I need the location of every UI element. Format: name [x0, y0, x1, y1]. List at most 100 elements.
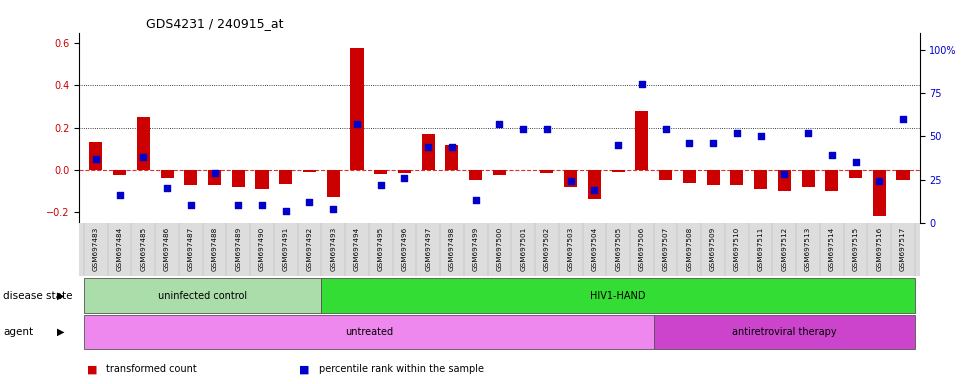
Text: GSM697503: GSM697503	[568, 227, 574, 271]
Point	[611, 142, 626, 148]
Text: ■: ■	[299, 364, 310, 374]
Text: GSM697484: GSM697484	[117, 227, 123, 271]
Bar	[896, 170, 910, 180]
Point	[444, 144, 460, 150]
Bar	[255, 170, 269, 189]
Point	[492, 121, 507, 127]
Point	[112, 192, 128, 198]
Bar	[84, 315, 654, 349]
Text: GSM697500: GSM697500	[497, 227, 502, 271]
Text: GSM697510: GSM697510	[734, 227, 740, 271]
Text: agent: agent	[3, 327, 33, 337]
Text: GSM697497: GSM697497	[425, 227, 431, 271]
Text: disease state: disease state	[3, 291, 72, 301]
Bar	[84, 278, 322, 313]
Text: GSM697506: GSM697506	[639, 227, 645, 271]
Bar	[778, 170, 791, 191]
Point	[350, 121, 365, 127]
Point	[729, 130, 745, 136]
Text: GSM697496: GSM697496	[402, 227, 408, 271]
Text: uninfected control: uninfected control	[158, 291, 247, 301]
Bar	[849, 170, 862, 178]
Point	[301, 199, 317, 205]
Bar	[872, 170, 886, 217]
Bar	[445, 145, 459, 170]
Text: GSM697505: GSM697505	[615, 227, 621, 271]
Text: untreated: untreated	[345, 327, 393, 337]
Point	[634, 81, 649, 88]
Text: GSM697486: GSM697486	[164, 227, 170, 271]
Bar	[540, 170, 554, 173]
Text: GSM697508: GSM697508	[687, 227, 693, 271]
Text: GSM697512: GSM697512	[781, 227, 787, 271]
Point	[468, 197, 483, 204]
Bar	[493, 170, 506, 175]
Text: GSM697488: GSM697488	[212, 227, 217, 271]
Bar	[422, 134, 435, 170]
Text: ▶: ▶	[57, 291, 65, 301]
Point	[159, 185, 175, 191]
Point	[516, 126, 531, 132]
Point	[705, 140, 721, 146]
Bar	[654, 315, 915, 349]
Text: GSM697493: GSM697493	[330, 227, 336, 271]
Point	[777, 171, 792, 177]
Bar	[611, 170, 625, 172]
Bar	[588, 170, 601, 200]
Bar	[137, 117, 150, 170]
Text: GSM697509: GSM697509	[710, 227, 716, 271]
Text: GSM697507: GSM697507	[663, 227, 668, 271]
Text: GSM697514: GSM697514	[829, 227, 835, 271]
Point	[895, 116, 911, 122]
Point	[278, 209, 294, 215]
Bar	[160, 170, 174, 178]
Point	[207, 170, 222, 176]
Text: GSM697485: GSM697485	[140, 227, 146, 271]
Bar	[232, 170, 244, 187]
Text: GSM697517: GSM697517	[900, 227, 906, 271]
Text: HIV1-HAND: HIV1-HAND	[590, 291, 646, 301]
Point	[800, 130, 815, 136]
Point	[682, 140, 697, 146]
Point	[539, 126, 554, 132]
Text: ▶: ▶	[57, 327, 65, 337]
Bar	[636, 111, 648, 170]
Bar	[659, 170, 672, 180]
Bar	[327, 170, 340, 197]
Bar	[89, 142, 102, 170]
Bar	[730, 170, 744, 185]
Text: antiretroviral therapy: antiretroviral therapy	[732, 327, 837, 337]
Text: GSM697491: GSM697491	[283, 227, 289, 271]
Point	[848, 159, 864, 166]
Point	[135, 154, 151, 160]
Bar	[322, 278, 915, 313]
Text: GSM697495: GSM697495	[378, 227, 384, 271]
Bar	[706, 170, 720, 185]
Text: GSM697483: GSM697483	[93, 227, 99, 271]
Text: GSM697494: GSM697494	[354, 227, 360, 271]
Text: GSM697489: GSM697489	[236, 227, 242, 271]
Bar	[683, 170, 696, 183]
Point	[871, 178, 887, 184]
Bar	[754, 170, 767, 189]
Point	[184, 202, 199, 209]
Bar	[469, 170, 482, 180]
Point	[326, 206, 341, 212]
Bar	[564, 170, 577, 187]
Point	[586, 187, 602, 193]
Point	[420, 144, 436, 150]
Point	[658, 126, 673, 132]
Bar	[398, 170, 411, 173]
Point	[753, 133, 768, 139]
Text: transformed count: transformed count	[106, 364, 197, 374]
Point	[231, 202, 246, 209]
Text: GSM697490: GSM697490	[259, 227, 265, 271]
Bar	[208, 170, 221, 185]
Text: GSM697499: GSM697499	[472, 227, 479, 271]
Text: GSM697502: GSM697502	[544, 227, 550, 271]
Text: ■: ■	[87, 364, 98, 374]
Point	[397, 175, 412, 181]
Text: GDS4231 / 240915_at: GDS4231 / 240915_at	[147, 17, 284, 30]
Text: GSM697487: GSM697487	[187, 227, 194, 271]
Bar	[351, 48, 363, 170]
